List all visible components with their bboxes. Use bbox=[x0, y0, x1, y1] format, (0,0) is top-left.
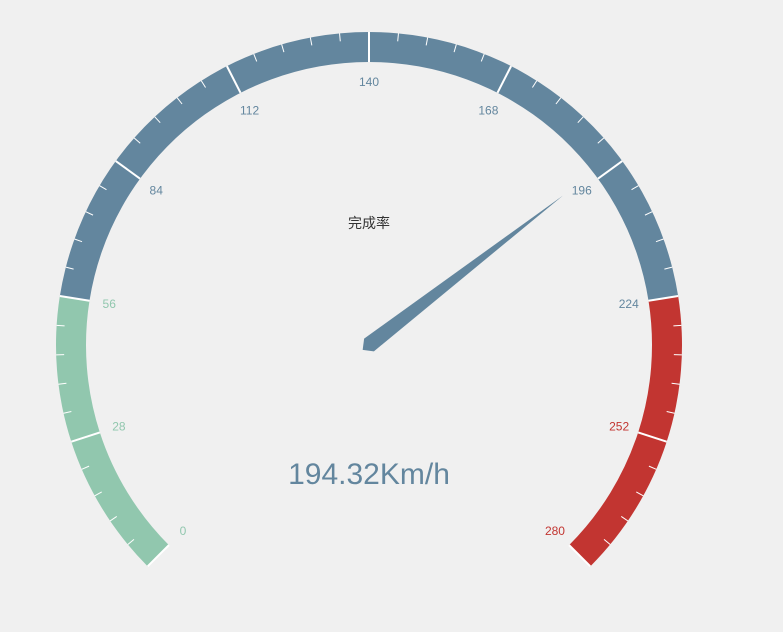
gauge-minor-tick bbox=[577, 116, 584, 124]
gauge-minor-tick bbox=[397, 33, 399, 42]
gauge-minor-tick bbox=[74, 238, 83, 243]
gauge-minor-tick bbox=[56, 324, 65, 327]
gauge-tick-label: 28 bbox=[112, 419, 126, 433]
gauge-minor-tick bbox=[85, 211, 94, 216]
gauge-split-line bbox=[71, 431, 101, 443]
gauge-minor-tick bbox=[133, 137, 141, 144]
gauge-minor-tick bbox=[648, 465, 657, 470]
gauge-minor-tick bbox=[65, 266, 74, 270]
gauge-minor-tick bbox=[480, 53, 485, 62]
gauge-split-line bbox=[648, 295, 679, 302]
gauge-tick-label: 168 bbox=[478, 104, 498, 118]
gauge-band-3 bbox=[569, 296, 682, 567]
gauge-band-2 bbox=[59, 32, 679, 301]
gauge-minor-tick bbox=[58, 382, 67, 385]
gauge-minor-tick bbox=[99, 185, 107, 191]
gauge-minor-tick bbox=[81, 465, 90, 470]
gauge-split-line bbox=[146, 544, 170, 568]
gauge-tick-label: 196 bbox=[572, 183, 592, 197]
gauge-minor-tick bbox=[532, 80, 538, 88]
gauge-minor-tick bbox=[673, 324, 682, 327]
gauge-minor-tick bbox=[603, 539, 611, 545]
gauge-minor-tick bbox=[671, 382, 680, 385]
gauge-minor-tick bbox=[636, 491, 644, 497]
gauge-tick-label: 252 bbox=[609, 419, 629, 433]
gauge-minor-tick bbox=[154, 116, 161, 124]
gauge-split-line bbox=[597, 160, 623, 180]
gauge-minor-tick bbox=[200, 80, 206, 88]
gauge-minor-tick bbox=[597, 137, 605, 144]
gauge-split-line bbox=[226, 65, 242, 94]
gauge-tick-labels: 0 28 56 84 112 140 168 196 224 252 280 bbox=[103, 75, 640, 538]
gauge-minor-tick bbox=[631, 185, 639, 191]
gauge-minor-tick bbox=[176, 97, 183, 105]
gauge-minor-tick bbox=[453, 44, 457, 53]
gauge-minor-tick bbox=[63, 411, 72, 414]
gauge-tick-label: 140 bbox=[359, 75, 379, 89]
gauge-split-line bbox=[496, 65, 512, 94]
gauge-detail-value: 194.32Km/h bbox=[288, 458, 450, 491]
gauge-minor-tick bbox=[666, 411, 675, 414]
gauge-minor-tick bbox=[94, 491, 102, 497]
gauge-minor-tick bbox=[644, 211, 653, 216]
gauge-minor-tick bbox=[127, 539, 135, 545]
gauge-pointer bbox=[362, 195, 564, 352]
gauge-title: 完成率 bbox=[348, 215, 390, 232]
gauge-split-line bbox=[59, 295, 90, 302]
gauge-minor-tick bbox=[281, 44, 285, 53]
gauge-minor-tick bbox=[620, 516, 629, 522]
gauge-minor-tick bbox=[339, 33, 341, 42]
gauge-ticks bbox=[56, 32, 682, 568]
gauge-tick-label: 0 bbox=[180, 524, 187, 538]
gauge-minor-tick bbox=[309, 37, 313, 46]
gauge-minor-tick bbox=[253, 53, 258, 62]
gauge-tick-label: 84 bbox=[150, 183, 164, 197]
gauge-band-1 bbox=[56, 296, 169, 567]
gauge-split-line bbox=[637, 431, 667, 443]
gauge-tick-label: 56 bbox=[103, 297, 117, 311]
gauge-minor-tick bbox=[664, 266, 673, 270]
gauge-axis-bands bbox=[56, 32, 682, 567]
gauge-split-line bbox=[568, 544, 592, 568]
gauge-minor-tick bbox=[109, 516, 118, 522]
gauge-tick-label: 280 bbox=[545, 524, 565, 538]
gauge-tick-label: 224 bbox=[619, 297, 639, 311]
gauge-minor-tick bbox=[655, 238, 664, 243]
gauge-minor-tick bbox=[425, 37, 429, 46]
gauge-split-line bbox=[115, 160, 141, 180]
gauge-minor-tick bbox=[555, 97, 562, 105]
gauge-tick-label: 112 bbox=[240, 104, 259, 118]
